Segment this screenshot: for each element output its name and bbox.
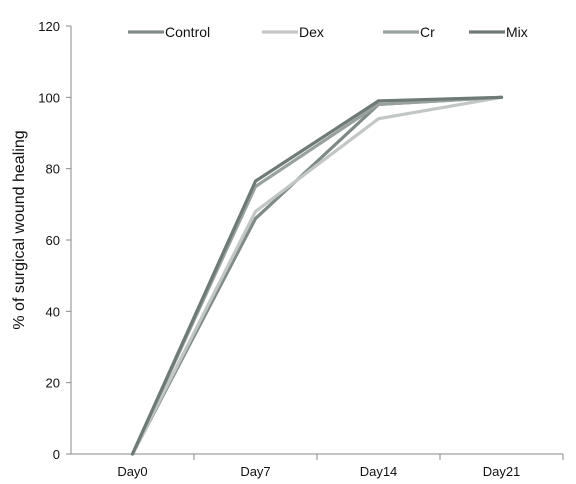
y-tick-label: 100 [38,90,60,105]
series-line-control [130,95,504,456]
series-line-dex [130,95,504,456]
y-tick-label: 40 [46,304,60,319]
legend: Control Dex Cr Mix [128,24,528,40]
x-tick-label: Day7 [240,464,270,479]
x-tick-label: Day0 [117,464,147,479]
x-tick-label: Day21 [483,464,521,479]
legend-label-mix: Mix [506,24,528,40]
y-tick-label: 120 [38,19,60,34]
y-tick-label: 20 [46,376,60,391]
y-tick-label: 60 [46,233,60,248]
legend-label-cr: Cr [420,24,435,40]
y-axis-ticks: 0 20 40 60 80 100 120 [38,19,71,462]
y-tick-label: 0 [53,447,60,462]
legend-label-dex: Dex [299,24,324,40]
legend-label-control: Control [165,24,210,40]
y-axis-title: % of surgical wound healing [11,130,28,329]
y-tick-label: 80 [46,162,60,177]
axes [70,26,563,455]
x-tick-label: Day14 [360,464,398,479]
x-axis-ticks: Day0 Day7 Day14 Day21 [117,454,564,479]
series-line-cr [130,95,504,456]
series-line-mix [130,95,504,456]
series-layer [130,95,504,456]
